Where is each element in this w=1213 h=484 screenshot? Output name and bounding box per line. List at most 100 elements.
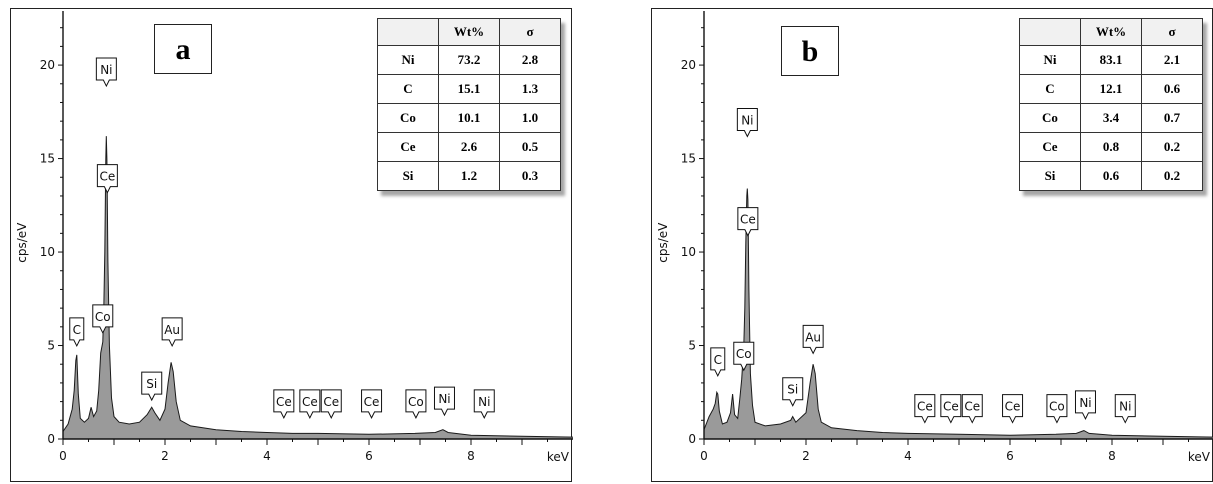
- table-header-cell: Wt%: [438, 18, 500, 46]
- y-tick-label: 15: [681, 152, 696, 166]
- table-cell: 15.1: [438, 74, 500, 104]
- peak-tag-box: [273, 389, 295, 420]
- peak-tag-box: [299, 389, 321, 420]
- table-cell: 2.6: [438, 132, 500, 162]
- peak-tag-box: [1046, 394, 1068, 424]
- peak-tag-text: Ni: [100, 63, 112, 77]
- peak-label: Ni: [1074, 390, 1096, 420]
- x-tick-label: 8: [467, 449, 475, 463]
- peak-tag-text: Ce: [1005, 400, 1021, 414]
- table-cell: 0.7: [1141, 103, 1203, 133]
- peak-tag-text: Co: [408, 395, 424, 409]
- composition-table-a: Wt% σ Ni 73.2 2.8 C 15.1 1.3 Co 10.1 1.0 Ce 2.6 0.5 Si…: [377, 18, 561, 191]
- table-cell: 73.2: [438, 45, 500, 75]
- table-header-cell: [377, 18, 439, 46]
- peak-label: Ce: [96, 164, 118, 194]
- table-cell: C: [377, 74, 439, 104]
- peak-label: Ce: [961, 394, 983, 424]
- x-tick-label: 8: [1108, 449, 1116, 463]
- table-cell: 0.8: [1080, 132, 1142, 162]
- peak-tag-text: Ce: [323, 395, 339, 409]
- table-header-row: Wt% σ: [377, 18, 561, 46]
- peak-tag-text: Ni: [1119, 400, 1131, 414]
- table-header-cell: Wt%: [1080, 18, 1142, 46]
- peak-label: Ce: [737, 207, 759, 237]
- table-header-cell: σ: [499, 18, 561, 46]
- peak-tag-box: [782, 377, 804, 407]
- peak-tag-box: [405, 389, 427, 420]
- table-cell: Co: [1019, 103, 1081, 133]
- table-cell: 3.4: [1080, 103, 1142, 133]
- x-tick-label: 2: [161, 449, 169, 463]
- table-cell: 0.6: [1141, 74, 1203, 104]
- peak-tag-box: [361, 389, 383, 420]
- y-tick-label: 20: [681, 58, 696, 72]
- table-cell: 0.6: [1080, 161, 1142, 191]
- peak-tag-text: Co: [736, 347, 752, 361]
- peak-tag-text: Si: [146, 377, 157, 391]
- peak-tag-text: Ce: [943, 400, 959, 414]
- peak-label: Au: [161, 317, 183, 348]
- peak-label: Ce: [940, 394, 962, 424]
- y-tick-label: 0: [688, 432, 696, 446]
- table-cell: 2.8: [499, 45, 561, 75]
- peak-tag-box: [95, 57, 117, 88]
- x-tick-label: 4: [263, 449, 271, 463]
- peak-tag-text: Ce: [364, 395, 380, 409]
- peak-tag-box: [473, 389, 495, 420]
- peak-tag-text: C: [714, 353, 722, 367]
- table-cell: 1.2: [438, 161, 500, 191]
- table-header-cell: [1019, 18, 1081, 46]
- x-tick-label: 4: [904, 449, 912, 463]
- x-axis-title: keV: [547, 450, 570, 464]
- table-cell: Ni: [377, 45, 439, 75]
- table-cell: 0.2: [1141, 161, 1203, 191]
- peak-tag-text: Ce: [276, 395, 292, 409]
- panel-label-a: a: [154, 24, 212, 74]
- peak-tag-box: [802, 324, 824, 355]
- table-cell: C: [1019, 74, 1081, 104]
- composition-table-body-a: Wt% σ Ni 73.2 2.8 C 15.1 1.3 Co 10.1 1.0 Ce 2.6 0.5 Si…: [377, 18, 561, 191]
- peak-tag-text: Ni: [438, 392, 450, 406]
- x-tick-label: 0: [700, 449, 708, 463]
- table-cell: Co: [377, 103, 439, 133]
- y-tick-label: 0: [47, 432, 55, 446]
- spectrum-panel-b: 0 5 10 15 20 0 2 4 6 8 keV cps/eV Ni Ce C Co Au Si Ce Ce Ce C…: [651, 8, 1213, 482]
- peak-label: Co: [405, 389, 427, 420]
- peak-tag-box: [69, 317, 85, 348]
- x-tick-label: 6: [365, 449, 373, 463]
- table-row: Ce 0.8 0.2: [1019, 132, 1203, 162]
- peak-tag-text: Ce: [740, 213, 756, 227]
- table-cell: Si: [377, 161, 439, 191]
- table-cell: 12.1: [1080, 74, 1142, 104]
- peak-tag-box: [737, 207, 759, 237]
- table-header-cell: σ: [1141, 18, 1203, 46]
- table-row: Ni 73.2 2.8: [377, 45, 561, 75]
- peak-label: Ni: [473, 389, 495, 420]
- x-tick-label: 6: [1006, 449, 1014, 463]
- spectrum-line: [62, 136, 573, 438]
- peak-label: Si: [141, 371, 163, 402]
- peak-tag-box: [1114, 394, 1136, 424]
- table-row: Si 1.2 0.3: [377, 161, 561, 191]
- peak-tag-text: Au: [805, 330, 821, 344]
- peak-tag-box: [96, 164, 118, 194]
- peak-tag-box: [92, 304, 114, 334]
- peak-tag-text: Co: [1049, 400, 1065, 414]
- peak-label: Si: [782, 377, 804, 407]
- peak-label: Ni: [1114, 394, 1136, 424]
- peak-tag-box: [733, 341, 755, 372]
- peak-tag-box: [141, 371, 163, 402]
- peak-tag-box: [1074, 390, 1096, 420]
- peak-tag-box: [320, 389, 342, 420]
- peak-label: Co: [92, 304, 114, 334]
- peak-tag-box: [1002, 394, 1024, 424]
- peak-tag-text: Ce: [917, 400, 933, 414]
- table-row: Co 3.4 0.7: [1019, 103, 1203, 133]
- table-cell: Si: [1019, 161, 1081, 191]
- peak-tag-text: Ni: [478, 395, 490, 409]
- table-cell: 83.1: [1080, 45, 1142, 75]
- peak-label: Ce: [914, 394, 936, 424]
- spectrum-line: [703, 188, 1213, 438]
